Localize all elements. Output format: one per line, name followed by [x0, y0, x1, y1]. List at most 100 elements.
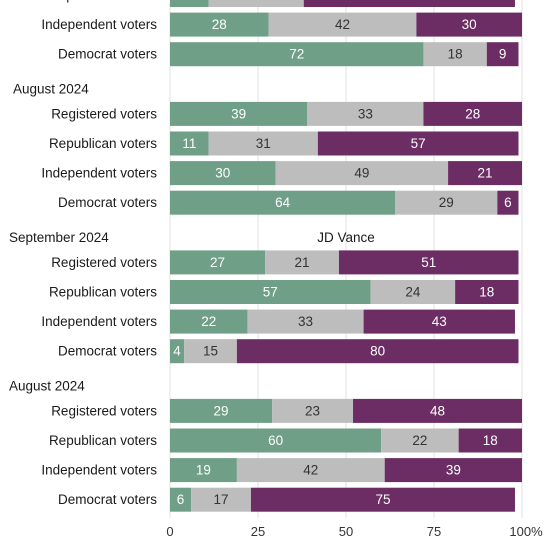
bar-segment	[338, 250, 519, 275]
data-label: 21	[478, 166, 493, 181]
bar-segment	[423, 42, 487, 67]
data-label: 33	[358, 106, 373, 121]
bar-segment	[170, 161, 276, 186]
data-label: 75	[375, 492, 390, 507]
data-label: 64	[275, 195, 291, 210]
data-label: 39	[231, 106, 246, 121]
data-label: 18	[479, 285, 494, 300]
data-label: 27	[210, 255, 225, 270]
row-label: Democrat voters	[58, 492, 157, 507]
bar-segment	[184, 339, 237, 364]
bar-segment	[170, 339, 185, 364]
bar-segment	[448, 161, 522, 186]
bars	[170, 0, 522, 512]
data-label: 48	[430, 403, 445, 418]
row-label: Independent voters	[41, 463, 157, 478]
bar-segment	[272, 398, 354, 423]
bar-segment	[247, 309, 364, 334]
bar-segment	[170, 42, 424, 67]
bar-segment	[191, 487, 251, 512]
data-label: 28	[465, 106, 480, 121]
bar-segment	[170, 458, 237, 483]
bar-segment	[170, 398, 273, 423]
bar-segment	[208, 0, 304, 7]
data-label: 42	[303, 463, 318, 478]
bar-segment	[497, 190, 519, 215]
data-label: 18	[483, 433, 498, 448]
data-label: 6	[177, 492, 185, 507]
data-label: 33	[298, 314, 313, 329]
row-label: Republican voters	[49, 0, 157, 3]
x-tick-label: 100%	[509, 524, 543, 539]
data-label: 39	[446, 463, 461, 478]
data-label: 72	[289, 47, 304, 62]
bar-segment	[250, 487, 515, 512]
bar-segment	[170, 309, 248, 334]
data-label: 11	[182, 0, 196, 3]
row-label: Independent voters	[41, 314, 157, 329]
labels: Republican voters112760Independent voter…	[9, 0, 543, 539]
data-label: 60	[402, 0, 417, 3]
data-label: 24	[405, 285, 421, 300]
x-tick-label: 75	[427, 524, 441, 539]
data-label: 21	[294, 255, 309, 270]
data-label: 31	[256, 136, 271, 151]
bar-segment	[268, 12, 417, 37]
bar-segment	[170, 12, 269, 37]
bar-segment	[416, 12, 522, 37]
data-label: 28	[212, 17, 227, 32]
data-label: 6	[504, 195, 512, 210]
bar-segment	[265, 250, 339, 275]
x-tick-label: 0	[166, 524, 173, 539]
row-label: Democrat voters	[58, 47, 157, 62]
bar-segment	[170, 487, 192, 512]
bar-segment	[317, 131, 519, 156]
period-heading: August 2024	[13, 81, 89, 96]
bar-segment	[303, 0, 515, 7]
data-label: 29	[439, 195, 454, 210]
x-tick-label: 50	[339, 524, 353, 539]
bar-segment	[381, 428, 459, 453]
data-label: 22	[412, 433, 427, 448]
bar-segment	[275, 161, 449, 186]
bar-segment	[370, 280, 456, 304]
bar-segment	[423, 101, 522, 126]
bar-segment	[486, 42, 519, 67]
x-tick-label: 25	[251, 524, 265, 539]
row-label: Republican voters	[49, 136, 157, 151]
data-label: 80	[370, 344, 385, 359]
bar-segment	[170, 280, 371, 304]
bar-segment	[208, 131, 318, 156]
data-label: 29	[214, 403, 229, 418]
row-label: Democrat voters	[58, 344, 157, 359]
bar-segment	[458, 428, 522, 453]
data-label: 17	[214, 492, 229, 507]
bar-segment	[170, 101, 308, 126]
bar-segment	[307, 101, 424, 126]
data-label: 43	[432, 314, 447, 329]
data-label: 18	[448, 47, 463, 62]
row-label: Registered voters	[51, 106, 157, 121]
bar-segment	[363, 309, 515, 334]
bar-segment	[170, 250, 266, 275]
bar-segment	[384, 458, 522, 483]
bar-segment	[170, 131, 209, 156]
bar-segment	[455, 280, 519, 304]
row-label: Republican voters	[49, 433, 157, 448]
data-label: 30	[462, 17, 477, 32]
data-label: 11	[182, 136, 196, 151]
data-label: 15	[203, 344, 218, 359]
bar-segment	[395, 190, 498, 215]
row-label: Registered voters	[51, 255, 157, 270]
data-label: 23	[305, 403, 320, 418]
data-label: 42	[335, 17, 350, 32]
panel-title: JD Vance	[317, 230, 375, 245]
row-label: Republican voters	[49, 285, 157, 300]
data-label: 4	[173, 344, 181, 359]
row-label: Independent voters	[41, 17, 157, 32]
data-label: 27	[249, 0, 264, 3]
bar-segment	[236, 339, 519, 364]
data-label: 30	[215, 166, 230, 181]
data-label: 22	[201, 314, 216, 329]
